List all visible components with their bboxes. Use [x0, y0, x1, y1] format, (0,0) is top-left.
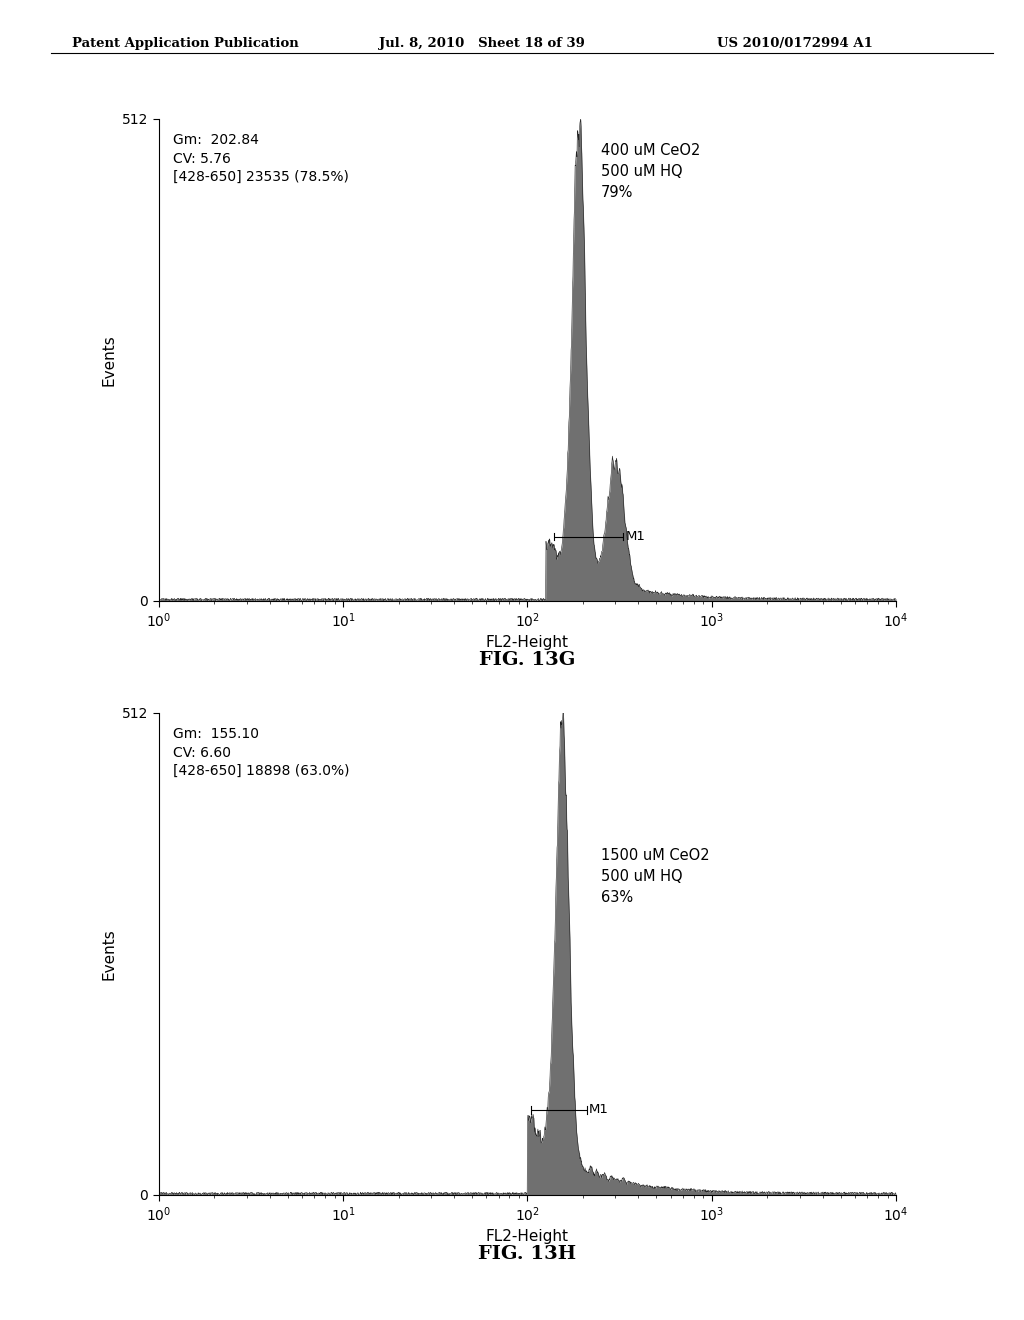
Y-axis label: Events: Events — [101, 928, 117, 979]
Text: FIG. 13G: FIG. 13G — [479, 651, 575, 669]
X-axis label: FL2-Height: FL2-Height — [485, 635, 569, 651]
Text: Gm:  155.10
CV: 6.60
[428-650] 18898 (63.0%): Gm: 155.10 CV: 6.60 [428-650] 18898 (63.… — [173, 727, 350, 777]
Text: Patent Application Publication: Patent Application Publication — [72, 37, 298, 50]
Text: US 2010/0172994 A1: US 2010/0172994 A1 — [717, 37, 872, 50]
X-axis label: FL2-Height: FL2-Height — [485, 1229, 569, 1245]
Y-axis label: Events: Events — [101, 334, 117, 385]
Text: M1: M1 — [589, 1104, 608, 1117]
Text: 1500 uM CeO2
500 uM HQ
63%: 1500 uM CeO2 500 uM HQ 63% — [601, 847, 710, 904]
Text: M1: M1 — [626, 531, 645, 543]
Text: Jul. 8, 2010   Sheet 18 of 39: Jul. 8, 2010 Sheet 18 of 39 — [379, 37, 585, 50]
Text: FIG. 13H: FIG. 13H — [478, 1245, 577, 1263]
Text: Gm:  202.84
CV: 5.76
[428-650] 23535 (78.5%): Gm: 202.84 CV: 5.76 [428-650] 23535 (78.… — [173, 133, 349, 183]
Text: 400 uM CeO2
500 uM HQ
79%: 400 uM CeO2 500 uM HQ 79% — [601, 143, 700, 199]
